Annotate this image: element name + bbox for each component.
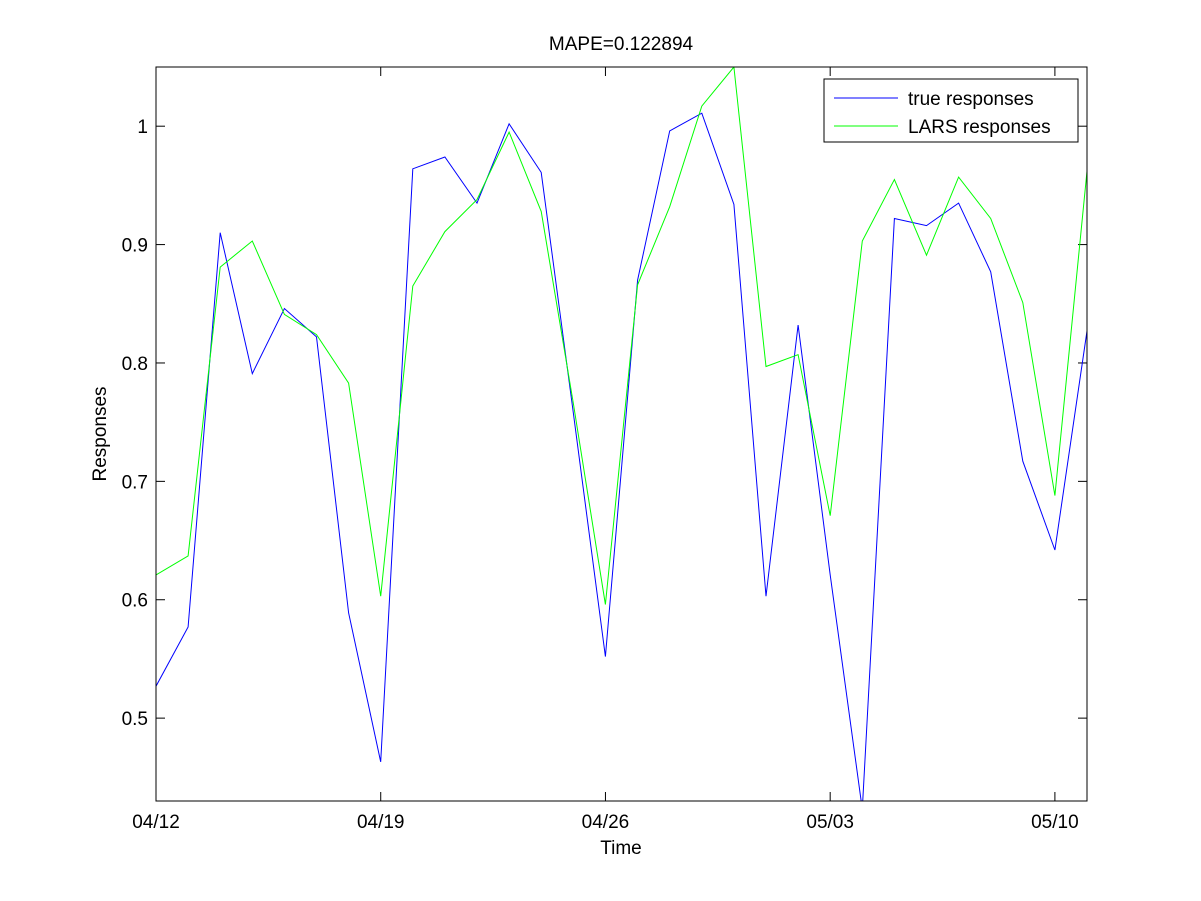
legend: true responses LARS responses [823, 78, 1079, 143]
tick-labels: 0.5 0.6 0.7 0.8 0.9 1 04/12 04/19 04/26 05/03 05/1… [122, 117, 1079, 833]
series-group [156, 67, 1087, 801]
legend-label-lars-responses: LARS responses [908, 117, 1051, 138]
x-tick-label: 04/19 [357, 812, 405, 833]
legend-box [823, 78, 1079, 143]
x-tick-label: 05/10 [1031, 812, 1079, 833]
y-axis-label: Responses [90, 386, 111, 481]
series-line-true-responses [156, 112, 1087, 801]
legend-label-true-responses: true responses [908, 89, 1034, 110]
x-tick-label: 04/26 [582, 812, 630, 833]
x-tick-label: 04/12 [132, 812, 180, 833]
y-tick-label: 0.8 [122, 354, 148, 375]
y-tick-label: 0.6 [122, 591, 148, 612]
chart-title: MAPE=0.122894 [549, 34, 694, 55]
y-tick-label: 0.7 [122, 472, 148, 493]
series-line-lars-responses [156, 67, 1087, 605]
plot-frame [155, 66, 1088, 802]
x-tick-label: 05/03 [806, 812, 854, 833]
x-axis-label: Time [600, 838, 642, 859]
y-tick-label: 0.9 [122, 236, 148, 257]
y-tick-label: 1 [137, 117, 148, 138]
plot-background [156, 67, 1087, 801]
y-tick-label: 0.5 [122, 709, 148, 730]
